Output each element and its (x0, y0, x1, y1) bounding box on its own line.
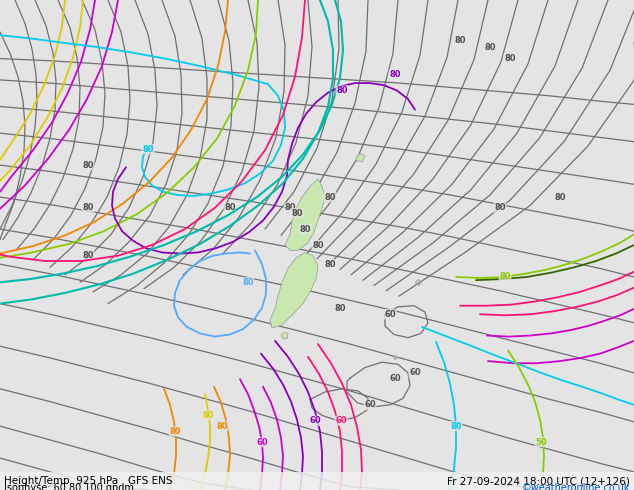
Text: 80: 80 (454, 36, 466, 45)
Text: 80: 80 (224, 203, 236, 212)
Polygon shape (356, 153, 365, 162)
Text: 80: 80 (334, 304, 346, 314)
Text: 50: 50 (535, 438, 547, 446)
Text: 60: 60 (364, 400, 376, 409)
Text: 80: 80 (389, 70, 401, 79)
Text: 80: 80 (242, 278, 254, 287)
Text: Height/Temp. 925 hPa   GFS ENS: Height/Temp. 925 hPa GFS ENS (4, 476, 172, 487)
Text: 80: 80 (291, 209, 303, 218)
Text: 80: 80 (499, 272, 511, 281)
Text: 80: 80 (484, 44, 496, 52)
Text: 80: 80 (324, 260, 336, 269)
Text: 60: 60 (409, 368, 421, 377)
Text: 80: 80 (216, 421, 228, 431)
Text: ©weatheronline.co.uk: ©weatheronline.co.uk (522, 483, 630, 490)
Text: 60: 60 (389, 374, 401, 383)
Polygon shape (270, 252, 318, 328)
Text: 80: 80 (299, 224, 311, 234)
Text: 60: 60 (335, 416, 347, 425)
Text: 80: 80 (504, 54, 515, 63)
Text: 80: 80 (336, 86, 348, 95)
Text: 80: 80 (82, 203, 94, 212)
Text: 80: 80 (324, 193, 336, 201)
Text: 80: 80 (284, 203, 295, 212)
Text: 60: 60 (309, 416, 321, 425)
Text: 80: 80 (202, 411, 214, 420)
Text: 80: 80 (142, 145, 154, 154)
Polygon shape (281, 332, 288, 339)
Text: 60: 60 (256, 438, 268, 446)
Text: 60: 60 (384, 310, 396, 318)
Text: 80: 80 (313, 241, 324, 249)
Text: Fr 27-09-2024 18:00 UTC (12+126): Fr 27-09-2024 18:00 UTC (12+126) (447, 476, 630, 487)
Text: 80: 80 (554, 193, 566, 201)
Text: 80: 80 (169, 427, 181, 436)
Polygon shape (285, 179, 325, 250)
Text: 80: 80 (82, 251, 94, 260)
Text: 80: 80 (495, 203, 506, 212)
Text: Isophyse: 60 80 100 gpdm: Isophyse: 60 80 100 gpdm (4, 483, 134, 490)
Bar (0, 472, 634, 490)
Text: 80: 80 (82, 161, 94, 170)
Text: 80: 80 (450, 421, 462, 431)
